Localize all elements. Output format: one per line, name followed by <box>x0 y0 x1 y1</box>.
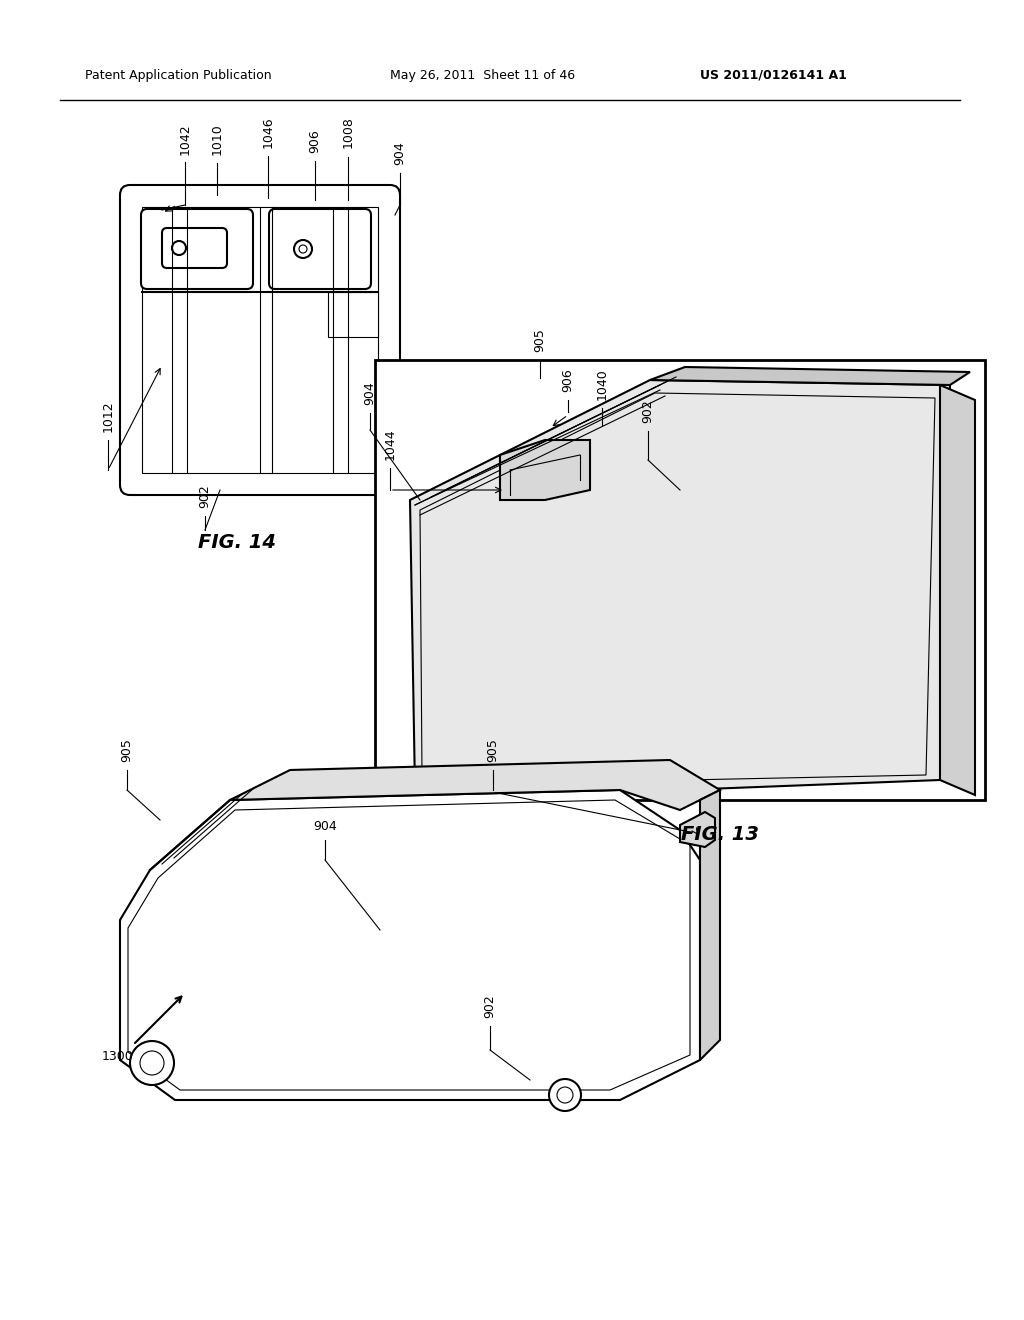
Text: 906: 906 <box>561 368 574 392</box>
Text: 904: 904 <box>364 381 377 405</box>
Polygon shape <box>650 367 970 385</box>
FancyBboxPatch shape <box>162 228 227 268</box>
FancyBboxPatch shape <box>269 209 371 289</box>
Text: 902: 902 <box>199 484 212 508</box>
Text: Patent Application Publication: Patent Application Publication <box>85 69 271 82</box>
Text: 1040: 1040 <box>596 368 608 400</box>
Text: FIG. 14: FIG. 14 <box>198 533 276 552</box>
Text: FIG. 13: FIG. 13 <box>681 825 759 843</box>
Circle shape <box>172 242 186 255</box>
Text: 905: 905 <box>534 329 547 352</box>
Text: 902: 902 <box>483 994 497 1018</box>
Text: 905: 905 <box>121 738 133 762</box>
Bar <box>328 292 378 337</box>
Text: 1042: 1042 <box>178 123 191 154</box>
Bar <box>375 360 985 800</box>
Text: 1012: 1012 <box>101 400 115 432</box>
Circle shape <box>299 246 307 253</box>
Circle shape <box>557 1086 573 1104</box>
Text: 1300: 1300 <box>102 1049 134 1063</box>
Text: 904: 904 <box>313 820 337 833</box>
Polygon shape <box>700 789 720 1060</box>
Polygon shape <box>940 385 975 795</box>
Bar <box>142 207 378 473</box>
Polygon shape <box>680 812 715 847</box>
Text: 904: 904 <box>393 141 407 165</box>
Text: 902: 902 <box>641 399 654 422</box>
Text: 1046: 1046 <box>261 116 274 148</box>
Polygon shape <box>410 380 950 789</box>
Text: 905: 905 <box>486 738 500 762</box>
Polygon shape <box>120 789 700 1100</box>
Text: 1008: 1008 <box>341 116 354 148</box>
Polygon shape <box>230 760 720 810</box>
Text: 1044: 1044 <box>384 429 396 459</box>
Text: US 2011/0126141 A1: US 2011/0126141 A1 <box>700 69 847 82</box>
Circle shape <box>549 1078 581 1111</box>
Circle shape <box>140 1051 164 1074</box>
Polygon shape <box>500 440 590 500</box>
FancyBboxPatch shape <box>120 185 400 495</box>
Circle shape <box>294 240 312 257</box>
Text: May 26, 2011  Sheet 11 of 46: May 26, 2011 Sheet 11 of 46 <box>390 69 575 82</box>
Circle shape <box>130 1041 174 1085</box>
FancyBboxPatch shape <box>141 209 253 289</box>
Text: 1010: 1010 <box>211 123 223 154</box>
Text: 906: 906 <box>308 129 322 153</box>
